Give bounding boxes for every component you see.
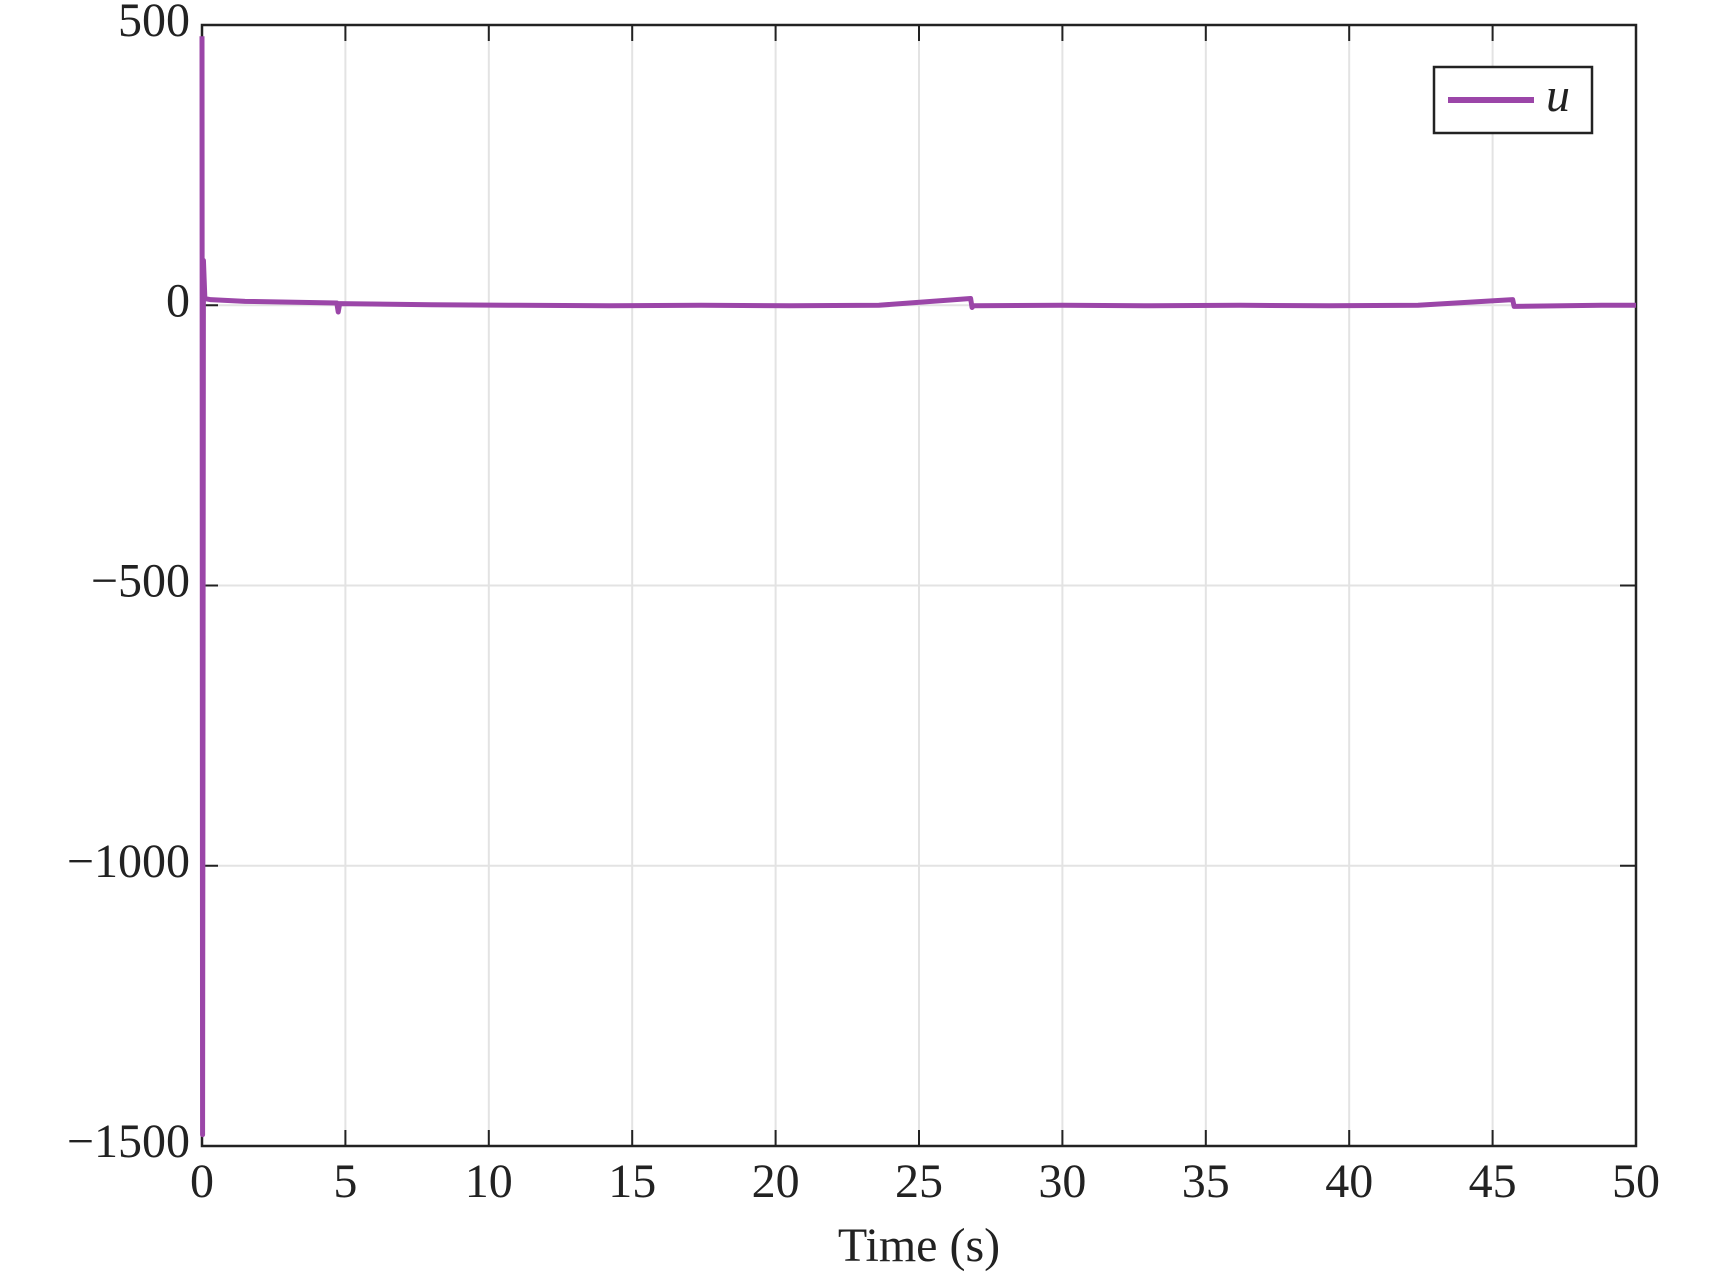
line-series [199,36,1636,1138]
x-tick-label: 45 [1469,1155,1517,1208]
x-tick-label: 15 [608,1155,656,1208]
y-tick-label: −500 [91,555,190,608]
x-tick-label: 30 [1038,1155,1086,1208]
x-tick-label: 35 [1182,1155,1230,1208]
y-tick-label: −1500 [67,1115,190,1168]
x-tick-label: 5 [333,1155,357,1208]
y-tick-label: −1000 [67,835,190,888]
x-tick-label: 40 [1325,1155,1373,1208]
x-tick-label: 25 [895,1155,943,1208]
x-tick-label: 10 [465,1155,513,1208]
x-axis-label: Time (s) [838,1219,1000,1272]
legend-label: u [1546,69,1570,122]
x-tick-label: 20 [752,1155,800,1208]
y-tick-label: 500 [118,0,190,47]
y-tick-label: 0 [166,274,190,327]
x-tick-label: 50 [1612,1155,1660,1208]
x-tick-label: 0 [190,1155,214,1208]
